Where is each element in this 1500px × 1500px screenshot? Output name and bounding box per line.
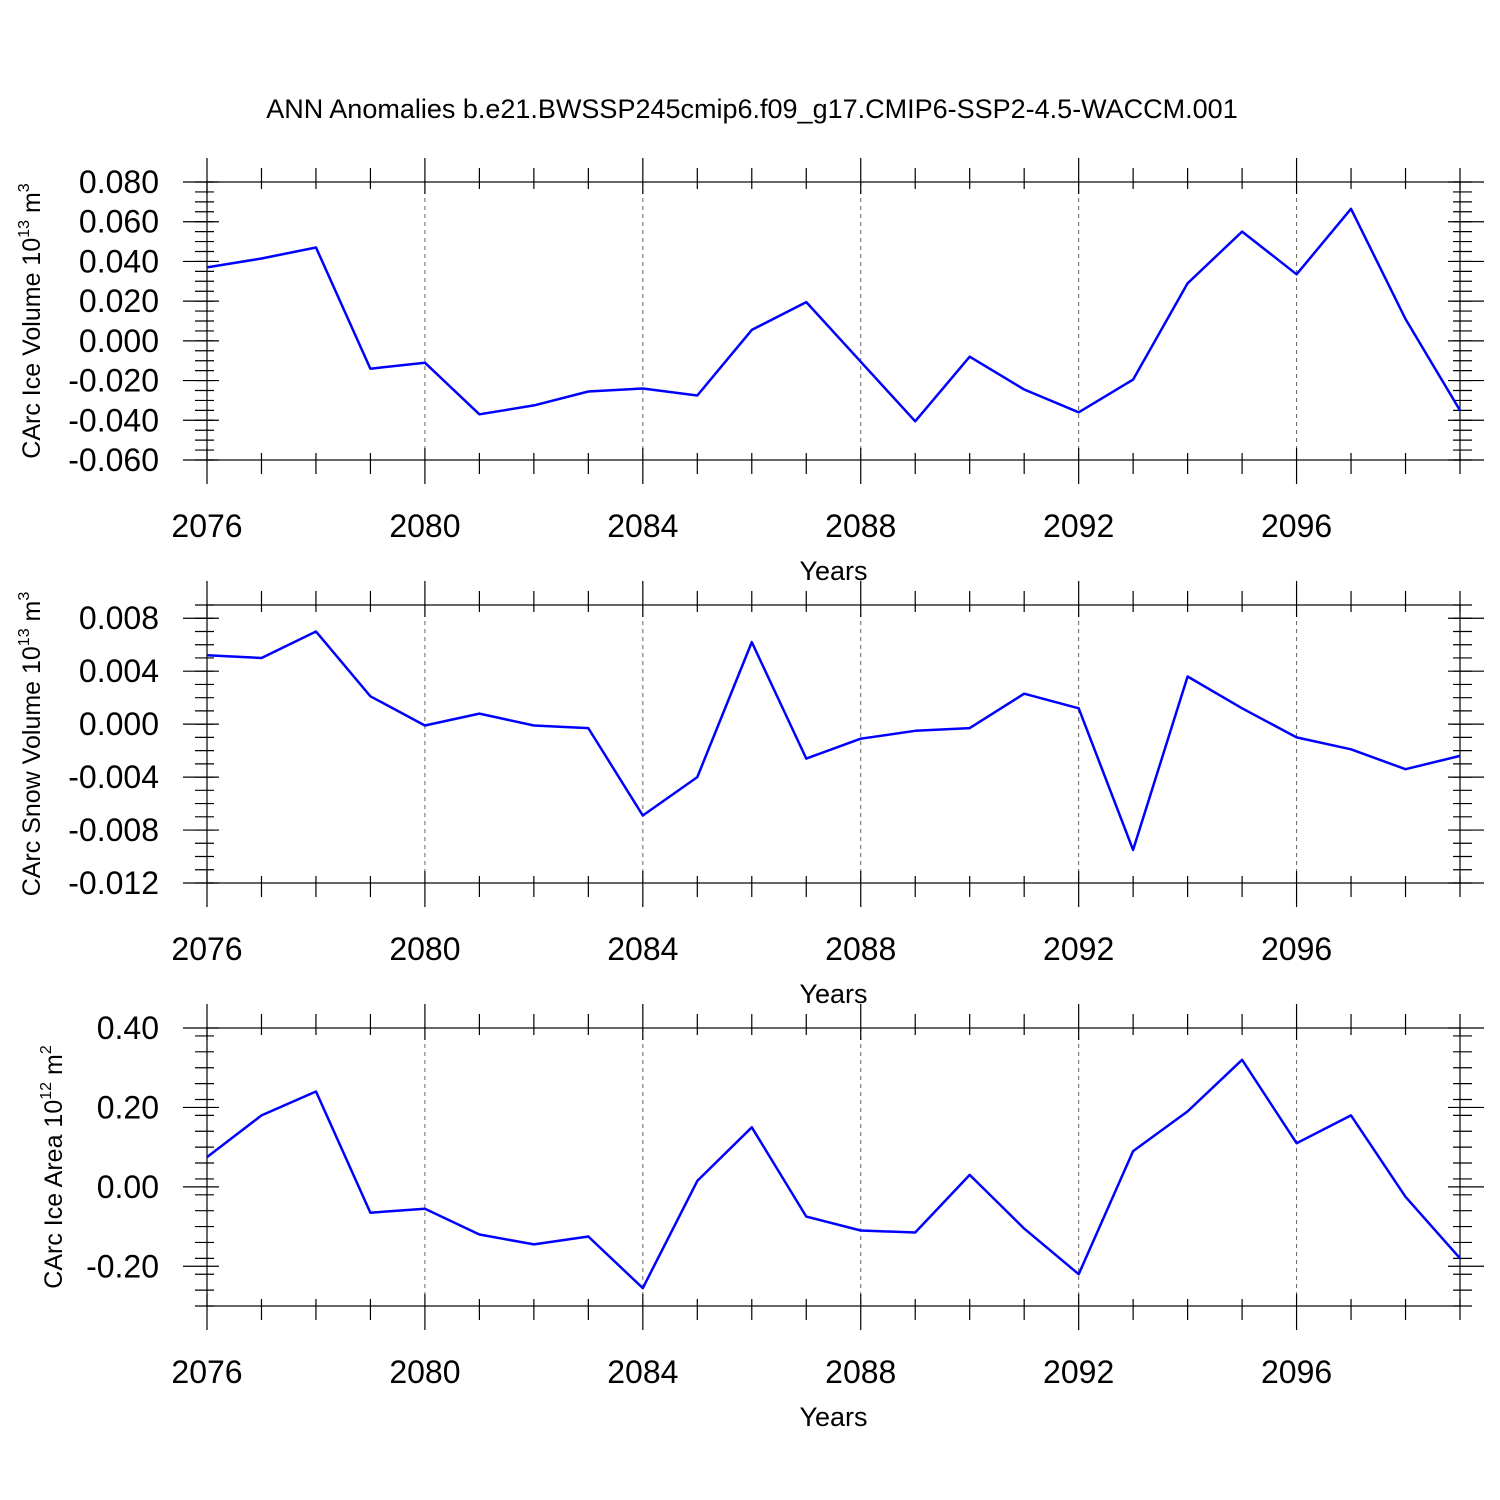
y-axis-label: CArc Snow Volume 1013 m3 bbox=[16, 592, 46, 897]
x-tick-label-3: 2088 bbox=[825, 931, 896, 967]
x-tick-label-1: 2080 bbox=[389, 508, 460, 544]
x-tick-label-2: 2084 bbox=[607, 931, 678, 967]
series-line bbox=[206, 630, 1461, 852]
x-tick-label-5: 2096 bbox=[1261, 931, 1332, 967]
y-tick-label-0: -0.060 bbox=[68, 442, 159, 478]
plot-frame bbox=[206, 604, 1461, 884]
y-tick-label-6: 0.060 bbox=[79, 204, 159, 240]
plot-frame bbox=[206, 181, 1461, 461]
y-tick-label-2: -0.004 bbox=[68, 759, 159, 795]
y-tick-label-7: 0.080 bbox=[79, 164, 159, 200]
y-tick-label-2: -0.020 bbox=[68, 363, 159, 399]
x-tick-label-0: 2076 bbox=[171, 931, 242, 967]
chart-panel-3: -0.20 0.00 0.20 0.40 2076 2080 2084 2088 2092 209… bbox=[38, 1004, 1484, 1432]
y-tick-label-5: 0.008 bbox=[79, 600, 159, 636]
y-axis-label: CArc Ice Volume 1013 m3 bbox=[16, 183, 46, 459]
y-tick-label-3: 0.40 bbox=[97, 1010, 159, 1046]
series-line bbox=[206, 207, 1462, 423]
x-tick-label-5: 2096 bbox=[1261, 1354, 1332, 1390]
x-tick-label-1: 2080 bbox=[389, 931, 460, 967]
x-tick-label-4: 2092 bbox=[1043, 931, 1114, 967]
y-tick-label-0: -0.20 bbox=[86, 1248, 159, 1284]
x-tick-label-1: 2080 bbox=[389, 1354, 460, 1390]
x-tick-label-4: 2092 bbox=[1043, 508, 1114, 544]
chart-panel-2: -0.012 -0.008 -0.004 0.000 0.004 0.008 2076 208… bbox=[16, 581, 1484, 1009]
x-tick-label-5: 2096 bbox=[1261, 508, 1332, 544]
y-tick-label-4: 0.004 bbox=[79, 653, 159, 689]
x-tick-label-3: 2088 bbox=[825, 1354, 896, 1390]
plot-frame bbox=[206, 1027, 1461, 1307]
series-line bbox=[206, 1058, 1461, 1290]
y-tick-label-1: -0.008 bbox=[68, 812, 159, 848]
figure-title: ANN Anomalies b.e21.BWSSP245cmip6.f09_g1… bbox=[266, 94, 1237, 124]
x-tick-label-3: 2088 bbox=[825, 508, 896, 544]
y-tick-label-4: 0.020 bbox=[79, 283, 159, 319]
x-axis-label: Years bbox=[799, 1402, 867, 1432]
x-tick-label-0: 2076 bbox=[171, 1354, 242, 1390]
y-tick-label-3: 0.000 bbox=[79, 323, 159, 359]
y-tick-label-5: 0.040 bbox=[79, 243, 159, 279]
y-tick-label-2: 0.20 bbox=[97, 1089, 159, 1125]
y-tick-label-1: 0.00 bbox=[97, 1169, 159, 1205]
y-tick-label-0: -0.012 bbox=[68, 865, 159, 901]
x-tick-label-2: 2084 bbox=[607, 1354, 678, 1390]
x-axis-label: Years bbox=[799, 979, 867, 1009]
y-tick-label-3: 0.000 bbox=[79, 706, 159, 742]
y-tick-label-1: -0.040 bbox=[68, 402, 159, 438]
x-tick-label-4: 2092 bbox=[1043, 1354, 1114, 1390]
x-tick-label-0: 2076 bbox=[171, 508, 242, 544]
y-axis-label: CArc Ice Area 1012 m2 bbox=[38, 1045, 68, 1289]
x-tick-label-2: 2084 bbox=[607, 508, 678, 544]
x-axis-label: Years bbox=[799, 556, 867, 586]
